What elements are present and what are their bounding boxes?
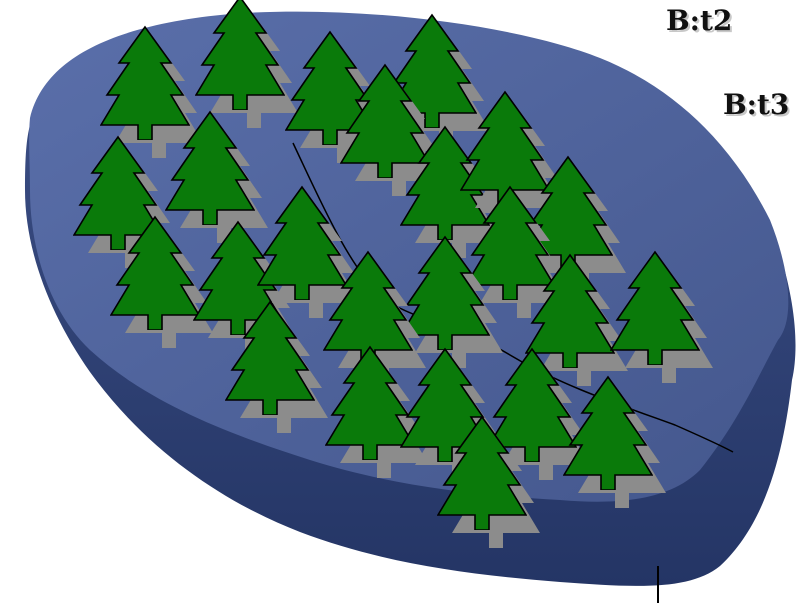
- label-b-t3: B:t3: [723, 88, 790, 121]
- text-cursor: [657, 566, 659, 603]
- boundary-line: [292, 142, 734, 453]
- label-b-t2: B:t2: [666, 4, 733, 37]
